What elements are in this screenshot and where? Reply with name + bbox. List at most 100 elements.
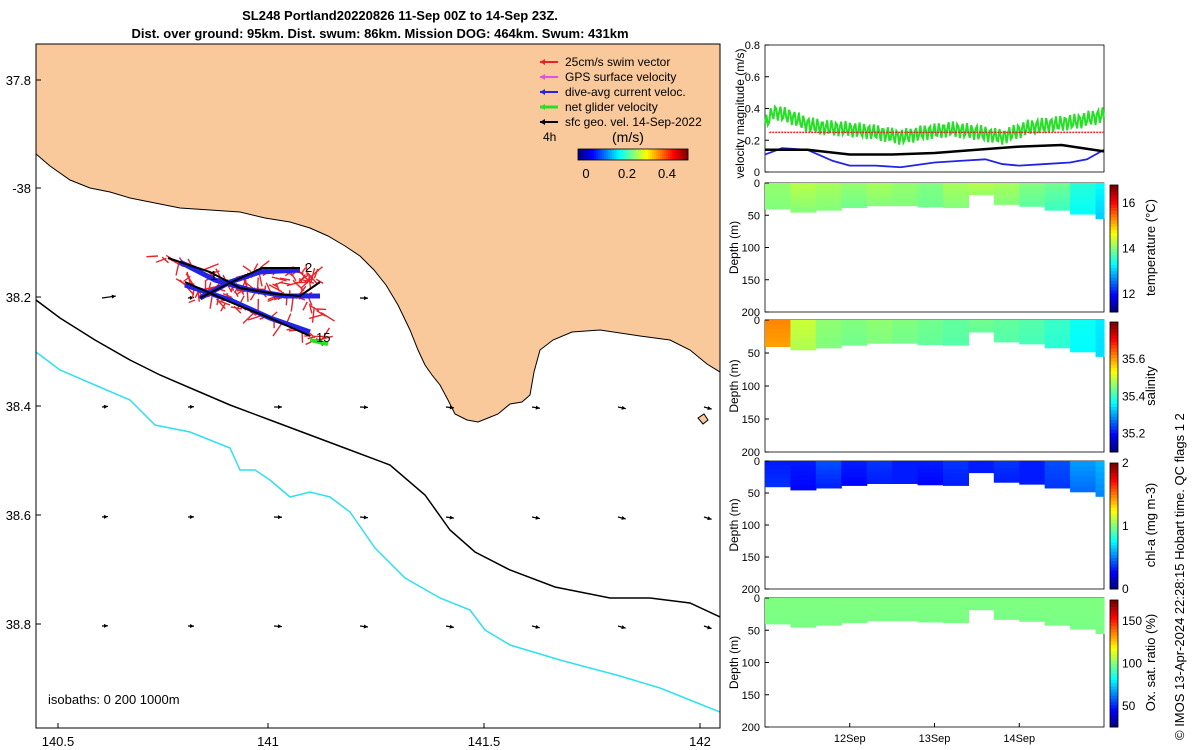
- colorbar-cell: [678, 149, 681, 160]
- profile-cell: [993, 183, 1020, 188]
- profile-cell: [993, 598, 1020, 603]
- swim-vector: [259, 260, 270, 269]
- profile-cell: [815, 324, 842, 330]
- profile-y-tick-label: 150: [742, 552, 760, 564]
- profile-colorbar-cell: [1110, 566, 1118, 571]
- profile-cell: [968, 323, 995, 327]
- geo-velocity-arrowhead: [277, 515, 282, 520]
- profile-cell: [892, 183, 919, 188]
- profile-colorbar-cell: [1110, 367, 1118, 372]
- profile-cell: [942, 461, 969, 466]
- profile-colorbar-cell: [1110, 229, 1118, 234]
- profile-cell: [917, 320, 944, 325]
- profile-colorbar-cell: [1110, 216, 1118, 221]
- profile-cell: [841, 614, 868, 620]
- profile-cell: [993, 601, 1020, 606]
- profile-cell: [815, 192, 842, 198]
- profile-colorbar-cell: [1110, 472, 1118, 477]
- profile-cell: [1019, 476, 1046, 481]
- profile-cell: [1044, 205, 1071, 211]
- profile-cell: [892, 331, 919, 336]
- profile-cell: [1095, 183, 1105, 190]
- profile-cell: [765, 324, 792, 330]
- swim-vector: [191, 288, 195, 299]
- profile-cell: [866, 475, 893, 481]
- profile-cell: [1044, 196, 1071, 202]
- profile-cell: [917, 468, 944, 474]
- profile-colorbar-cell: [1110, 308, 1118, 313]
- colorbar-cell: [586, 149, 589, 160]
- profile-cell: [866, 194, 893, 199]
- swim-vector: [305, 264, 308, 276]
- profile-colorbar-tick: 35.4: [1122, 389, 1146, 403]
- profile-cell: [866, 331, 893, 336]
- profile-cell: [790, 617, 817, 623]
- profile-cell: [993, 186, 1020, 191]
- profile-cell: [1044, 192, 1071, 198]
- profile-colorbar-cell: [1110, 609, 1118, 614]
- profile-colorbar-cell: [1110, 264, 1118, 269]
- profile-colorbar-cell: [1110, 488, 1118, 492]
- profile-cell: [790, 329, 817, 336]
- profile-colorbar-cell: [1110, 357, 1118, 362]
- profile-colorbar-cell: [1110, 448, 1118, 453]
- profile-colorbar-tick: 0: [1122, 582, 1129, 596]
- profile-y-tick-label: 50: [748, 348, 760, 360]
- profile-cell: [866, 605, 893, 610]
- profile-y-label: Depth (m): [727, 359, 741, 412]
- profile-colorbar-cell: [1110, 622, 1118, 626]
- profile-cell: [866, 327, 893, 333]
- profile-cell: [841, 481, 868, 486]
- profile-colorbar-cell: [1110, 510, 1118, 514]
- profile-cell: [993, 330, 1020, 336]
- profile-cell: [917, 198, 944, 204]
- profile-cell: [1070, 608, 1097, 615]
- swim-vector: [155, 257, 167, 263]
- map-y-tick-label: 37.8: [6, 73, 31, 88]
- map-y-tick-label: 38.2: [6, 290, 31, 305]
- legend-swatch-head: [540, 74, 545, 80]
- profile-cell: [1044, 324, 1071, 330]
- profile-cell: [1095, 188, 1105, 196]
- colorbar-cell: [676, 149, 679, 160]
- profile-cell: [942, 183, 969, 188]
- profile-colorbar-cell: [1110, 442, 1118, 446]
- glider-track: 1 2 15: [146, 254, 335, 347]
- profile-cell: [1070, 613, 1097, 620]
- profile-cell: [942, 187, 969, 192]
- profile-cell: [942, 340, 969, 346]
- profile-panel-1: 0 50 100 150 200 Depth (m) 12 14 16 temperature (…: [727, 178, 1158, 319]
- swim-vector: [308, 303, 313, 314]
- profile-cell: [765, 469, 792, 475]
- colorbar-title: (m/s): [612, 129, 644, 145]
- swim-vector: [272, 322, 283, 337]
- profile-cell: [765, 187, 792, 193]
- profile-cell: [765, 610, 792, 616]
- profile-cell: [841, 477, 868, 482]
- profile-colorbar-cell: [1110, 466, 1118, 470]
- profile-y-label: Depth (m): [727, 498, 741, 551]
- profile-cell: [765, 333, 792, 339]
- island: [697, 413, 709, 425]
- profile-cell: [917, 617, 944, 623]
- profile-cell: [1070, 471, 1097, 477]
- profile-cell: [1019, 339, 1046, 345]
- profile-colorbar-cell: [1110, 573, 1118, 577]
- colorbar-cell: [584, 149, 587, 160]
- profile-cell: [917, 461, 944, 466]
- legend-swatch-head: [540, 104, 545, 110]
- profile-colorbar-cell: [1110, 226, 1118, 230]
- profile-colorbar-cell: [1110, 600, 1118, 604]
- profile-cell: [1044, 469, 1071, 476]
- profile-y-tick-label: 150: [742, 690, 760, 702]
- colorbar-cell: [666, 149, 669, 160]
- profile-colorbar-cell: [1110, 535, 1118, 540]
- profile-cell: [1070, 198, 1097, 205]
- profile-cell: [841, 328, 868, 334]
- colorbar-tick-label: 0: [582, 166, 589, 181]
- profile-colorbar-cell: [1110, 631, 1118, 636]
- legend-label: net glider velocity: [565, 100, 658, 114]
- profile-cell: [1019, 323, 1046, 329]
- swim-vector: [311, 307, 315, 323]
